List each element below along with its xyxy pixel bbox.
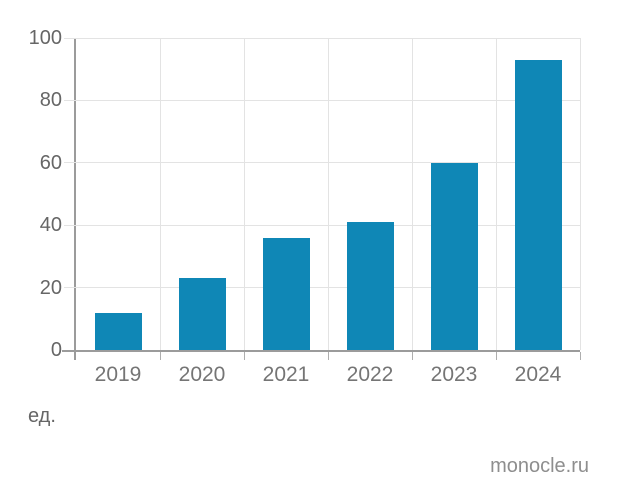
x-tick-label: 2020	[178, 363, 226, 386]
gridline-vertical	[495, 38, 497, 350]
y-tick-label: 20	[39, 276, 62, 299]
bar	[178, 278, 226, 350]
y-axis-bottom-tick	[74, 350, 76, 360]
gridline-horizontal	[64, 224, 580, 226]
x-axis-tick	[411, 352, 413, 360]
gridline-vertical	[579, 38, 581, 350]
bar	[430, 162, 478, 350]
bar	[262, 237, 310, 350]
x-axis-tick	[243, 352, 245, 360]
gridline-vertical	[243, 38, 245, 350]
x-tick-label: 2022	[346, 363, 394, 386]
bar	[346, 222, 394, 350]
gridline-vertical	[327, 38, 329, 350]
x-tick-label: 2021	[262, 363, 310, 386]
y-tick-label: 0	[50, 339, 62, 361]
y-tick-label: 80	[39, 89, 62, 112]
y-tick-label: 40	[39, 214, 62, 237]
bar	[514, 59, 562, 350]
x-axis-tick	[495, 352, 497, 360]
gridline-vertical	[159, 38, 161, 350]
x-tick-label: 2024	[514, 363, 562, 386]
x-tick-label: 2019	[94, 363, 142, 386]
source-credit: monocle.ru	[490, 455, 589, 477]
x-axis-left-tick	[62, 350, 76, 352]
gridline-horizontal	[64, 162, 580, 164]
x-tick-label: 2023	[430, 363, 478, 386]
y-tick-label: 60	[39, 151, 62, 174]
unit-label: ед.	[28, 405, 56, 427]
gridline-horizontal	[64, 99, 580, 101]
gridline-horizontal	[64, 37, 580, 39]
gridline-horizontal	[64, 287, 580, 289]
bar	[94, 312, 142, 350]
gridline-vertical	[411, 38, 413, 350]
plot-area	[62, 37, 581, 360]
x-axis-tick	[579, 352, 581, 360]
x-axis-tick	[327, 352, 329, 360]
x-axis-tick	[159, 352, 161, 360]
y-tick-label: 100	[28, 27, 62, 49]
